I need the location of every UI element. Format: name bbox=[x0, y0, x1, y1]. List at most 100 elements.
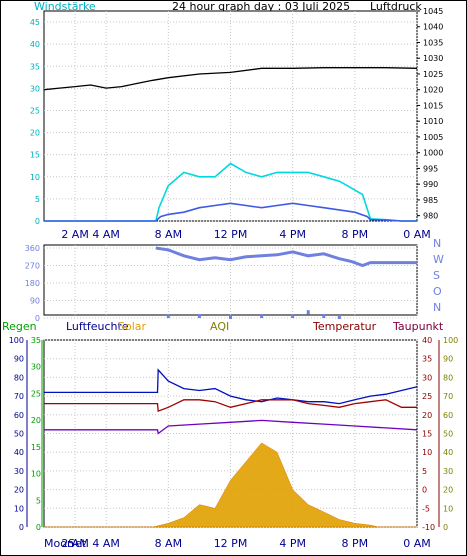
panel1-left-tick-label: 30 bbox=[30, 84, 40, 93]
panel2-direction-letter: N bbox=[433, 301, 441, 314]
dewpoint-label: Taupunkt bbox=[392, 320, 444, 333]
humidity-tick-label: 30 bbox=[14, 467, 24, 476]
humidity-label: Luftfeuchte bbox=[66, 320, 129, 333]
panel1-xtick-label: 8 AM bbox=[155, 228, 183, 241]
dewpoint-tick-label: 20 bbox=[443, 486, 453, 495]
panel1-right-tick-label: 1015 bbox=[423, 101, 443, 110]
panel2-direction-point bbox=[229, 315, 232, 320]
panel2-direction-point bbox=[306, 310, 310, 315]
panel2-left-tick-label: 270 bbox=[25, 262, 40, 271]
panel2-left-tick-label: 360 bbox=[25, 244, 40, 253]
panel1-left-tick-label: 25 bbox=[30, 106, 40, 115]
panel1-left-tick-label: 40 bbox=[30, 40, 40, 49]
temperature-tick-label: 25 bbox=[422, 392, 432, 401]
temperature-tick-label: 40 bbox=[422, 336, 432, 345]
panel1-right-tick-label: 1040 bbox=[423, 23, 443, 32]
panel2-direction-point bbox=[322, 314, 326, 319]
dewpoint-tick-label: 10 bbox=[443, 504, 453, 513]
panel3-series-dewpoint bbox=[44, 419, 418, 435]
panel1-right-tick-label: 985 bbox=[423, 196, 438, 205]
panel2-left-tick-label: 0 bbox=[35, 314, 40, 323]
panel1-right-tick-label: 980 bbox=[423, 212, 438, 221]
panel1-right-tick-label: 990 bbox=[423, 180, 438, 189]
panel2-direction-point bbox=[197, 314, 201, 319]
dewpoint-tick-label: 60 bbox=[443, 411, 453, 420]
panel2-direction-letter: S bbox=[433, 269, 440, 282]
dewpoint-tick-label: 0 bbox=[443, 523, 448, 532]
rain-tick-label: 30 bbox=[31, 363, 41, 372]
humidity-tick-label: 20 bbox=[14, 486, 24, 495]
temperature-tick-label: -10 bbox=[422, 523, 435, 532]
rain-tick-label: 10 bbox=[31, 470, 41, 479]
panel1-xtick-label: 4 AM bbox=[92, 228, 120, 241]
dewpoint-tick-label: 100 bbox=[443, 336, 458, 345]
panel2-series-direction bbox=[155, 246, 417, 268]
panel1-right-tick-label: 1045 bbox=[423, 7, 443, 16]
temperature-tick-label: 15 bbox=[422, 430, 432, 439]
panel1-right-tick-label: 1030 bbox=[423, 54, 443, 63]
dewpoint-tick-label: 30 bbox=[443, 467, 453, 476]
panel2-direction-point bbox=[166, 314, 170, 319]
panel1-right-tick-label: 1005 bbox=[423, 133, 443, 142]
aqi-label: AQI bbox=[210, 320, 229, 333]
humidity-tick-label: 90 bbox=[14, 355, 24, 364]
rain-tick-label: 5 bbox=[36, 496, 41, 505]
temperature-tick-label: 30 bbox=[422, 373, 432, 382]
panel2-direction-point bbox=[291, 314, 295, 319]
panel1-series-pressure bbox=[43, 67, 418, 91]
moon-label: Moon bbox=[44, 537, 74, 550]
rain-tick-label: 35 bbox=[31, 336, 41, 345]
panel1-xtick-label: 4 PM bbox=[279, 228, 306, 241]
humidity-tick-label: 50 bbox=[14, 430, 24, 439]
panel3-xtick-label: 0 AM bbox=[403, 537, 431, 550]
panel2-plot-area bbox=[43, 244, 418, 316]
panel1-left-tick-label: 5 bbox=[35, 195, 40, 204]
panel1-right-tick-label: 1035 bbox=[423, 38, 443, 47]
panel2-direction-letter: N bbox=[433, 237, 441, 250]
humidity-tick-label: 0 bbox=[19, 523, 24, 532]
panel1-xtick-label: 0 AM bbox=[403, 228, 431, 241]
panel2-direction-point bbox=[337, 315, 341, 320]
solar-label: Solar bbox=[118, 320, 147, 333]
humidity-tick-label: 10 bbox=[14, 504, 24, 513]
temperature-tick-label: 10 bbox=[422, 448, 432, 457]
panel1-series-wind bbox=[44, 202, 417, 222]
rain-tick-label: 15 bbox=[31, 443, 41, 452]
panel3-xtick-label: 8 AM bbox=[155, 537, 183, 550]
temperature-tick-label: 5 bbox=[422, 467, 427, 476]
dewpoint-tick-label: 40 bbox=[443, 448, 453, 457]
panel1-left-tick-label: 10 bbox=[30, 173, 40, 182]
panel1-xtick-label: 2 AM bbox=[61, 228, 89, 241]
panel2-left-tick-label: 180 bbox=[25, 279, 40, 288]
rain-label: Regen bbox=[2, 320, 37, 333]
dewpoint-tick-label: 90 bbox=[443, 355, 453, 364]
humidity-tick-label: 60 bbox=[14, 411, 24, 420]
panel1-series-gust bbox=[44, 162, 417, 222]
panel2-direction-letter: W bbox=[433, 253, 444, 266]
panel2-direction-point bbox=[260, 314, 264, 319]
panel3-xtick-label: 4 AM bbox=[92, 537, 120, 550]
panel1-left-tick-label: 15 bbox=[30, 151, 40, 160]
panel3-xtick-label: 4 PM bbox=[279, 537, 306, 550]
panel1-left-tick-label: 35 bbox=[30, 62, 40, 71]
chart-title: 24 hour graph day : 03 Juli 2025 bbox=[172, 0, 350, 13]
temperature-label: Temperatur bbox=[312, 320, 377, 333]
panel1-left-tick-label: 20 bbox=[30, 129, 40, 138]
dewpoint-tick-label: 70 bbox=[443, 392, 453, 401]
panel3-xtick-label: 8 PM bbox=[342, 537, 369, 550]
temperature-tick-label: 0 bbox=[422, 486, 427, 495]
panel3-series-temperature bbox=[44, 399, 417, 413]
moon-set-label: Set bbox=[68, 537, 87, 550]
panel2-left-tick-label: 90 bbox=[30, 297, 40, 306]
panel1-left-axis-title: Windstärke bbox=[34, 0, 96, 13]
panel3-series-solar bbox=[44, 442, 417, 528]
humidity-tick-label: 40 bbox=[14, 448, 24, 457]
panel1-right-tick-label: 1010 bbox=[423, 117, 443, 126]
panel1-left-tick-label: 45 bbox=[30, 18, 40, 27]
panel1-right-axis-title: Luftdruck bbox=[370, 0, 422, 13]
rain-tick-label: 20 bbox=[31, 416, 41, 425]
temperature-tick-label: 20 bbox=[422, 411, 432, 420]
humidity-tick-label: 80 bbox=[14, 373, 24, 382]
panel2-direction-letter: O bbox=[433, 285, 442, 298]
